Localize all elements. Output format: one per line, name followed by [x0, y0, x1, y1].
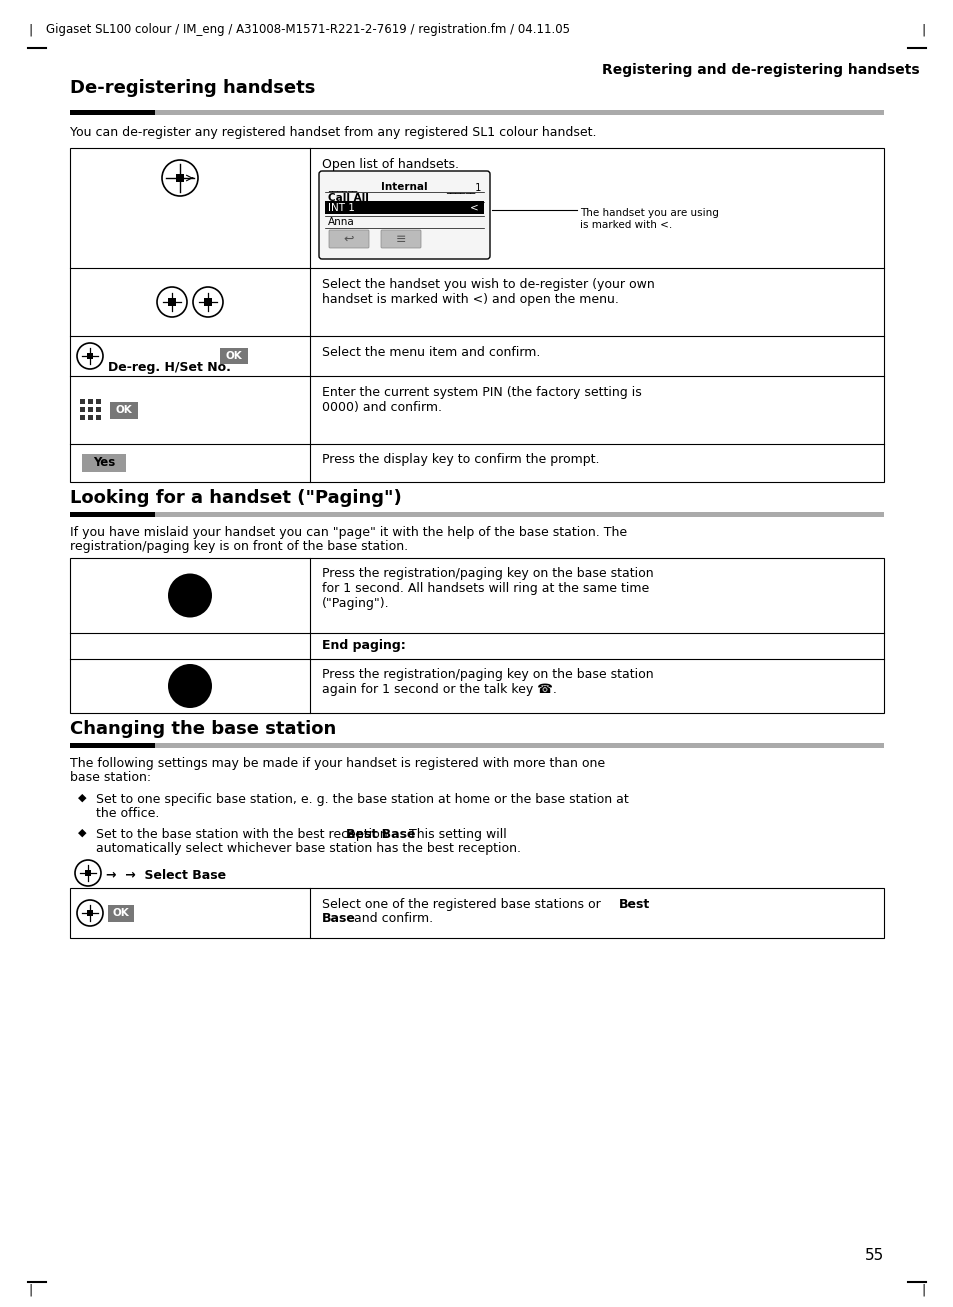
Text: automatically select whichever base station has the best reception.: automatically select whichever base stat… [96, 842, 520, 855]
Bar [80, 406, 85, 412]
Text: The handset you are using
is marked with <.: The handset you are using is marked with… [579, 208, 719, 230]
Text: base station:: base station: [70, 771, 151, 784]
Text: End paging:: End paging: [322, 639, 405, 652]
Bar [204, 298, 212, 306]
Bar [70, 148, 883, 482]
Text: |: | [921, 24, 925, 37]
Bar [154, 110, 883, 115]
Text: OK: OK [115, 405, 132, 416]
Text: ◆: ◆ [78, 793, 87, 802]
Bar [168, 298, 175, 306]
Text: Registering and de-registering handsets: Registering and de-registering handsets [601, 63, 919, 77]
Text: ≡: ≡ [395, 233, 406, 246]
Bar [85, 870, 91, 876]
Text: Enter the current system PIN (the factory setting is
0000) and confirm.: Enter the current system PIN (the factor… [322, 386, 641, 414]
Text: Press the display key to confirm the prompt.: Press the display key to confirm the pro… [322, 454, 598, 467]
Bar [80, 416, 85, 420]
Text: Base: Base [322, 912, 355, 925]
Text: ◆: ◆ [78, 829, 87, 838]
Text: Open list of handsets.: Open list of handsets. [322, 158, 458, 171]
Bar [110, 403, 138, 420]
Bar [96, 399, 101, 404]
Bar [88, 416, 92, 420]
Text: Internal: Internal [381, 182, 427, 192]
Bar [175, 174, 184, 182]
Bar [82, 454, 126, 472]
Bar [88, 399, 92, 404]
FancyBboxPatch shape [329, 230, 369, 248]
Bar [154, 742, 883, 748]
Bar [220, 348, 248, 365]
Text: You can de-register any registered handset from any registered SL1 colour handse: You can de-register any registered hands… [70, 125, 596, 139]
Text: De-reg. H/Set No.: De-reg. H/Set No. [108, 361, 231, 374]
Text: Select the handset you wish to de-register (your own
handset is marked with <) a: Select the handset you wish to de-regist… [322, 278, 654, 306]
Bar [70, 110, 154, 115]
Text: OK: OK [226, 352, 242, 361]
Bar [70, 887, 883, 938]
Text: ↩: ↩ [343, 233, 354, 246]
Text: the office.: the office. [96, 806, 159, 819]
Bar [96, 416, 101, 420]
Circle shape [168, 664, 212, 708]
Text: Set to the base station with the best reception: Set to the base station with the best re… [96, 829, 392, 840]
Text: |: | [28, 24, 32, 37]
Text: ______: ______ [328, 182, 356, 192]
Bar [96, 406, 101, 412]
Bar [70, 512, 154, 518]
Text: Yes: Yes [92, 456, 115, 469]
Text: INT 1: INT 1 [328, 203, 355, 213]
Bar [154, 512, 883, 518]
Text: OK: OK [112, 908, 130, 918]
Bar [87, 910, 92, 916]
Text: |: | [28, 1283, 32, 1297]
Text: Gigaset SL100 colour / IM_eng / A31008-M1571-R221-2-7619 / registration.fm / 04.: Gigaset SL100 colour / IM_eng / A31008-M… [46, 24, 569, 37]
Text: . This setting will: . This setting will [400, 829, 506, 840]
Text: Changing the base station: Changing the base station [70, 720, 335, 738]
Text: registration/paging key is on front of the base station.: registration/paging key is on front of t… [70, 540, 408, 553]
Text: Looking for a handset ("Paging"): Looking for a handset ("Paging") [70, 489, 401, 507]
Text: Anna: Anna [328, 217, 355, 227]
Text: De-registering handsets: De-registering handsets [70, 78, 315, 97]
Bar [80, 399, 85, 404]
Text: <: < [470, 203, 478, 213]
Text: Best: Best [618, 898, 650, 911]
Bar [87, 353, 92, 359]
Bar [70, 742, 154, 748]
Text: ______1: ______1 [445, 182, 480, 193]
Bar [88, 406, 92, 412]
Bar [325, 201, 483, 214]
Bar [70, 558, 883, 714]
Text: |: | [921, 1283, 925, 1297]
Text: Best Base: Best Base [345, 829, 415, 840]
Text: Press the registration/paging key on the base station
again for 1 second or the : Press the registration/paging key on the… [322, 668, 653, 697]
Text: The following settings may be made if your handset is registered with more than : The following settings may be made if yo… [70, 757, 604, 770]
Text: Press the registration/paging key on the base station
for 1 second. All handsets: Press the registration/paging key on the… [322, 567, 653, 610]
Text: Set to one specific base station, e. g. the base station at home or the base sta: Set to one specific base station, e. g. … [96, 793, 628, 806]
Text: and confirm.: and confirm. [350, 912, 433, 925]
Text: Select the menu item and confirm.: Select the menu item and confirm. [322, 346, 539, 359]
Text: If you have mislaid your handset you can "page" it with the help of the base sta: If you have mislaid your handset you can… [70, 525, 626, 538]
Text: Call All: Call All [328, 193, 369, 203]
Circle shape [168, 574, 212, 617]
Text: 55: 55 [863, 1247, 883, 1263]
FancyBboxPatch shape [380, 230, 420, 248]
Bar [108, 904, 133, 921]
Text: →  →  Select Base: → → Select Base [106, 869, 226, 882]
FancyBboxPatch shape [318, 171, 490, 259]
Text: Select one of the registered base stations or: Select one of the registered base statio… [322, 898, 604, 911]
